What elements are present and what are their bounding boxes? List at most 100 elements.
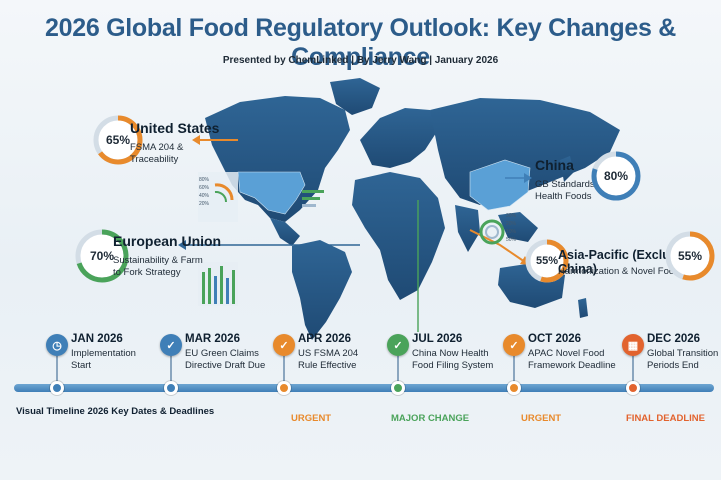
event-desc-line: Food Filing System [412, 360, 494, 371]
ring-progress-arc [75, 229, 129, 283]
us-desc-line: Traceability [130, 154, 179, 165]
event-desc-line: Start [71, 360, 92, 371]
event-date: OCT 2026 [528, 333, 582, 345]
event-date: MAR 2026 [185, 333, 240, 345]
timeline-marker[interactable] [277, 381, 291, 395]
event-desc-line: APAC Novel Food [528, 348, 605, 359]
china-highlight-shape [469, 159, 531, 211]
africa-shape [352, 172, 445, 300]
apac-percent: 55% [535, 255, 559, 267]
china-desc-line: Health Foods [535, 191, 592, 202]
page-title: 2026 Global Food Regulatory Outlook: Key… [45, 14, 676, 71]
us-mini-chart [198, 172, 238, 222]
event-desc-line: Global Transition [647, 348, 719, 359]
us-chart-tick: 60% [199, 185, 210, 191]
ring-progress-arc [93, 115, 143, 165]
china-desc-line: GB Standards & [535, 179, 604, 190]
china-chart-ticks: 30% 20% 10% 50% [506, 212, 516, 244]
eu-region-desc: Sustainability & Farm to Fork Strategy [113, 255, 203, 279]
china-chart-tick: 30% [506, 213, 517, 219]
event-description: APAC Novel Food Framework Deadline [528, 348, 628, 372]
event-description: Global Transition Periods End [647, 348, 721, 372]
event-connector-line [283, 356, 285, 384]
event-tag: URGENT [521, 413, 562, 424]
calendar-icon: ▦ [622, 334, 644, 356]
event-connector-line [397, 356, 399, 384]
event-desc-line: Implementation [71, 348, 136, 359]
greenland-shape [330, 78, 380, 115]
us-connector-arrow [192, 135, 200, 145]
event-tag: MAJOR CHANGE [391, 413, 470, 424]
europe-shape [360, 108, 438, 168]
event-description: US FSMA 204 Rule Effective [298, 348, 398, 372]
china-chart-tick: 20% [506, 221, 517, 227]
ring-progress-arc [591, 151, 641, 201]
china-region-title: China [535, 157, 574, 173]
event-desc-line: China Now Health [412, 348, 489, 359]
event-connector-line [632, 356, 634, 384]
us-desc-line: FSMA 204 & [130, 142, 184, 153]
timeline-marker[interactable] [507, 381, 521, 395]
page-subtitle: Presented by ChemLinked | By Jerry Wang … [222, 55, 499, 66]
timeline-marker[interactable] [626, 381, 640, 395]
event-desc-line: Periods End [647, 360, 699, 371]
china-progress-ring: 80% [588, 148, 644, 204]
china-chart-tick: 10% [506, 229, 517, 235]
apac-secondary-progress-ring: 55% [662, 228, 718, 284]
japan-shape [560, 156, 574, 182]
china-connector-arrow [524, 173, 532, 183]
eu-mini-bar-chart [198, 262, 238, 306]
timeline-bar [14, 384, 714, 392]
china-region-desc: GB Standards & Health Foods [535, 179, 604, 203]
us-chart-tick: 20% [199, 201, 210, 207]
apac-secondary-percent: 55% [677, 249, 703, 263]
ring-progress-arc [665, 231, 715, 281]
southeast-asia-shape [498, 212, 538, 242]
eu-progress-ring: 70% [72, 226, 132, 286]
event-date: JAN 2026 [71, 333, 123, 345]
new-zealand-shape [578, 298, 588, 318]
china-mini-donut [479, 219, 505, 245]
china-percent: 80% [603, 169, 629, 183]
checkmark-icon: ✓ [503, 334, 525, 356]
timeline-marker[interactable] [391, 381, 405, 395]
event-tag: URGENT [291, 413, 332, 424]
apac-region-title: Asia-Pacific (Excluding China) [558, 248, 697, 276]
clock-icon: ◷ [46, 334, 68, 356]
us-percent: 65% [105, 133, 131, 147]
event-date: DEC 2026 [647, 333, 701, 345]
event-description: EU Green Claims Directive Draft Due [185, 348, 285, 372]
event-connector-line [170, 356, 172, 384]
event-date: JUL 2026 [412, 333, 463, 345]
apac-region-desc: Harmonization & Novel Foods [558, 266, 685, 277]
south-asia-shape [455, 205, 480, 252]
checkmark-icon: ✓ [160, 334, 182, 356]
apac-progress-ring: 55% [522, 236, 572, 286]
checkmark-icon: ✓ [273, 334, 295, 356]
event-connector-line [56, 356, 58, 384]
us-progress-ring: 65% [90, 112, 146, 168]
eu-region-title: European Union [113, 233, 222, 249]
event-description: Implementation Start [71, 348, 171, 372]
eu-desc-line: to Fork Strategy [113, 267, 181, 278]
central-america-shape [270, 218, 300, 246]
timeline-marker[interactable] [164, 381, 178, 395]
us-region-title: United States [130, 120, 220, 136]
south-america-shape [292, 240, 352, 340]
us-chart-ticks: 80% 60% 40% 20% [199, 176, 209, 208]
eu-desc-line: Sustainability & Farm [113, 255, 203, 266]
event-connector-line [513, 356, 515, 384]
us-chart-tick: 40% [199, 193, 210, 199]
timeline-label: Visual Timeline 2026 Key Dates & Deadlin… [16, 406, 215, 417]
us-chart-tick: 80% [199, 177, 210, 183]
event-desc-line: EU Green Claims [185, 348, 259, 359]
us-highlight-shape [237, 171, 306, 215]
event-tag: FINAL DEADLINE [626, 413, 705, 424]
event-desc-line: Framework Deadline [528, 360, 616, 371]
timeline-marker[interactable] [50, 381, 64, 395]
event-desc-line: Rule Effective [298, 360, 357, 371]
event-date: APR 2026 [298, 333, 352, 345]
event-desc-line: US FSMA 204 [298, 348, 359, 359]
event-description: China Now Health Food Filing System [412, 348, 512, 372]
